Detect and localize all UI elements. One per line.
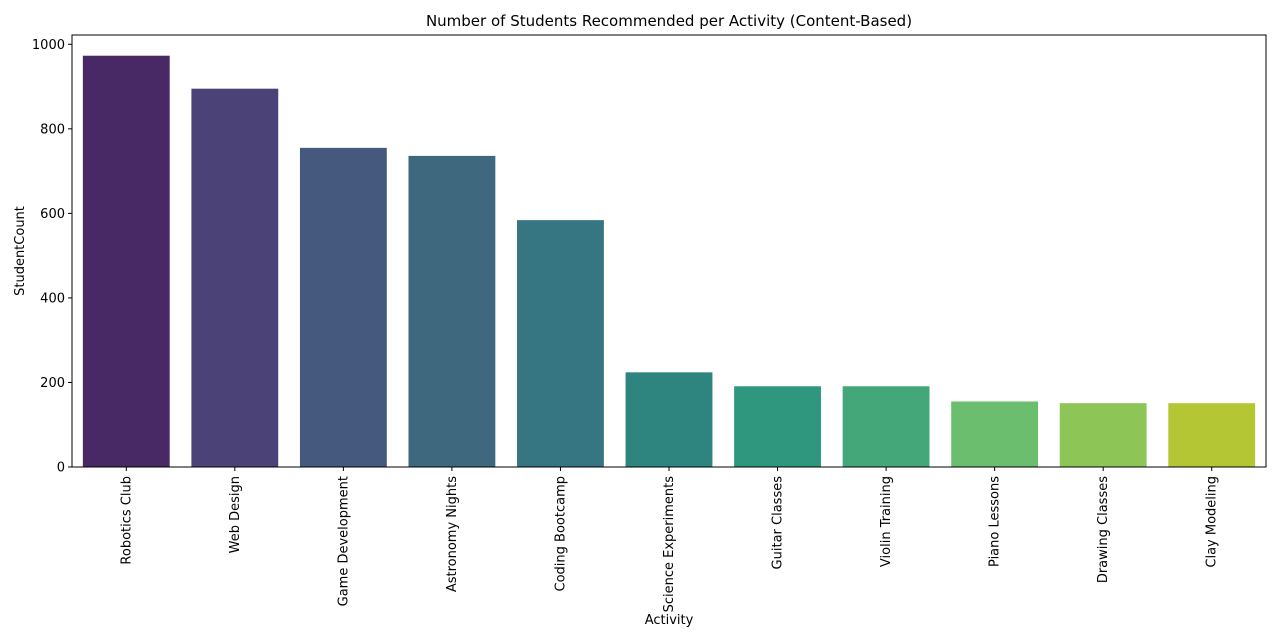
x-tick-label: Drawing Classes bbox=[1096, 476, 1111, 583]
y-tick-label: 400 bbox=[40, 291, 65, 306]
bar-guitar-classes bbox=[734, 386, 821, 467]
x-tick-label: Game Development bbox=[336, 476, 351, 606]
y-tick-label: 800 bbox=[40, 122, 65, 137]
x-tick-label: Astronomy Nights bbox=[445, 476, 460, 592]
bar-group bbox=[82, 55, 1256, 468]
x-tick-label: Violin Training bbox=[879, 476, 894, 567]
x-tick-label: Coding Bootcamp bbox=[553, 476, 568, 591]
y-tick-label: 0 bbox=[57, 461, 65, 476]
x-tick-label: Web Design bbox=[228, 476, 243, 553]
y-tick-label: 200 bbox=[40, 376, 65, 391]
x-tick-label: Science Experiments bbox=[662, 476, 677, 613]
y-tick-label: 1000 bbox=[32, 38, 65, 53]
y-tick-label: 600 bbox=[40, 207, 65, 222]
x-tick-label: Guitar Classes bbox=[771, 476, 786, 570]
x-tick-label: Piano Lessons bbox=[988, 476, 1003, 567]
bar-science-experiments bbox=[625, 372, 713, 467]
bar-robotics-club bbox=[82, 55, 170, 468]
bar-astronomy-nights bbox=[408, 155, 496, 467]
y-axis-label: StudentCount bbox=[13, 206, 28, 296]
y-axis-ticks: 0 200 400 600 800 1000 bbox=[32, 38, 72, 476]
x-tick-label: Clay Modeling bbox=[1205, 476, 1220, 568]
x-axis-ticks: Robotics Club Web Design Game Development A… bbox=[119, 467, 1220, 613]
bar-violin-training bbox=[842, 386, 930, 467]
plot-frame bbox=[71, 34, 1267, 468]
bar-drawing-classes bbox=[1059, 403, 1147, 467]
chart-title: Number of Students Recommended per Activ… bbox=[426, 12, 912, 30]
bar-piano-lessons bbox=[951, 401, 1039, 467]
bar-coding-bootcamp bbox=[517, 220, 604, 467]
x-tick-label: Robotics Club bbox=[119, 476, 134, 565]
bar-web-design bbox=[191, 88, 279, 468]
bar-clay-modeling bbox=[1168, 403, 1256, 467]
bar-game-development bbox=[299, 147, 387, 468]
x-axis-label: Activity bbox=[645, 613, 694, 628]
